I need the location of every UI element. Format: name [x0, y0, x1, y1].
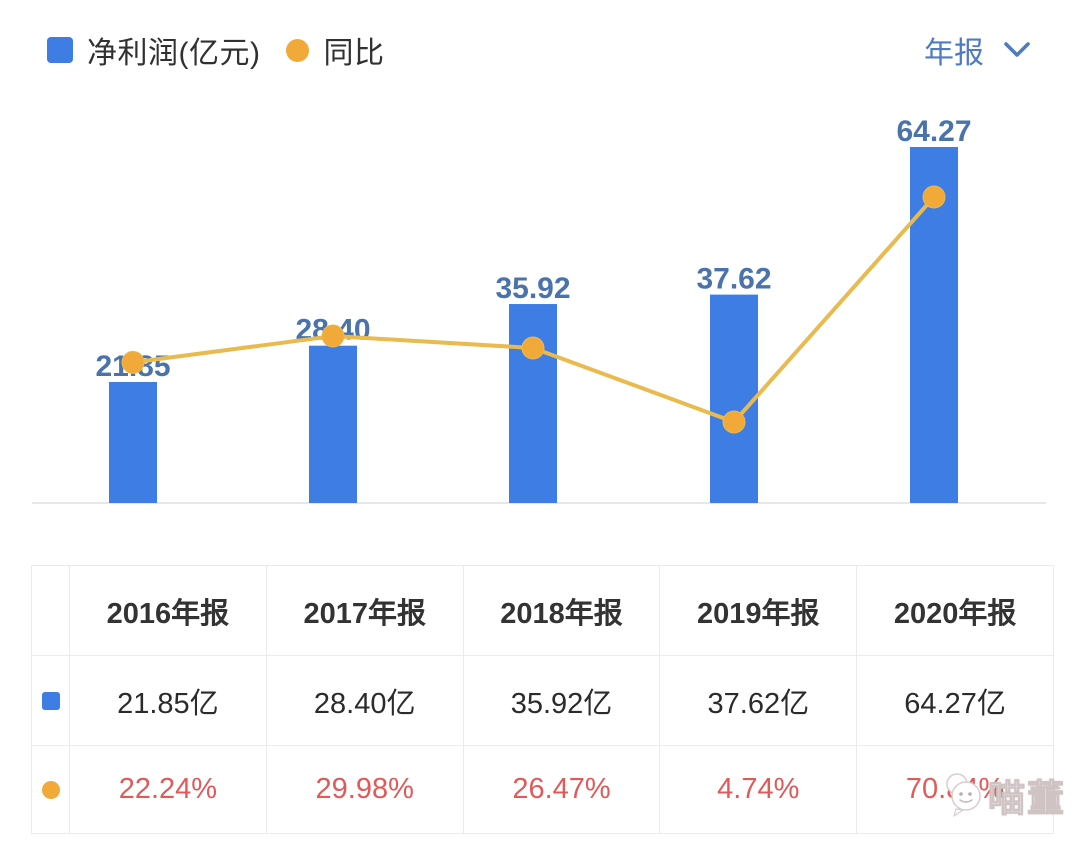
orange-circle-icon [41, 780, 60, 799]
bar-2016 [109, 381, 157, 503]
legend-yoy-label: 同比 [323, 37, 385, 70]
net-profit-cell-2019: 37.62亿 [660, 656, 858, 746]
yoy-point-2017 [321, 324, 345, 348]
net-profit-cell-2016: 21.85亿 [70, 656, 267, 746]
blue-square-icon [41, 691, 60, 710]
bar-2017 [309, 345, 357, 503]
bar-2019 [710, 294, 758, 503]
net-profit-cell-2020: 64.27亿 [857, 656, 1054, 746]
bar-value-label-2018: 35.92 [495, 272, 570, 305]
row-icon-yoy [32, 746, 70, 834]
row-icon-net-profit [32, 656, 70, 746]
chart-header: 净利润(亿元) 同比 年报 [0, 0, 1080, 80]
yoy-cell-2018: 26.47% [463, 746, 661, 834]
legend-net-profit-label: 净利润(亿元) [87, 37, 261, 70]
legend: 净利润(亿元) 同比 [47, 28, 384, 72]
period-selector[interactable]: 年报 [924, 28, 1032, 72]
net-profit-cell-2017: 28.40亿 [266, 656, 464, 746]
yoy-point-2020 [922, 185, 946, 209]
table-corner-cell [32, 566, 70, 656]
chevron-down-icon [1004, 42, 1030, 57]
yoy-point-2016 [121, 350, 145, 374]
yoy-cell-2020: 70.84% [857, 746, 1054, 834]
period-selector-label: 年报 [924, 37, 984, 70]
bar-2018 [509, 304, 557, 503]
table-header-2019: 2019年报 [660, 566, 858, 656]
net-profit-cell-2018: 35.92亿 [463, 656, 661, 746]
yoy-cell-2019: 4.74% [660, 746, 858, 834]
yoy-point-2018 [521, 336, 545, 360]
bar-value-label-2020: 64.27 [896, 115, 971, 148]
bar-series-swatch-icon [47, 37, 73, 63]
table-header-2020: 2020年报 [857, 566, 1054, 656]
results-table: 2016年报 2017年报 2018年报 2019年报 2020年报 21.85亿 28.4… [31, 565, 1054, 834]
table-header-2018: 2018年报 [463, 566, 661, 656]
line-series-swatch-icon [286, 38, 310, 62]
bar-value-label-2019: 37.62 [696, 263, 771, 296]
yoy-cell-2017: 29.98% [266, 746, 464, 834]
table-header-2017: 2017年报 [266, 566, 464, 656]
yoy-cell-2016: 22.24% [70, 746, 267, 834]
table-header-2016: 2016年报 [70, 566, 267, 656]
yoy-point-2019 [722, 410, 746, 434]
legend-item-yoy[interactable]: 同比 [286, 28, 384, 72]
legend-item-net-profit[interactable]: 净利润(亿元) [47, 28, 260, 72]
